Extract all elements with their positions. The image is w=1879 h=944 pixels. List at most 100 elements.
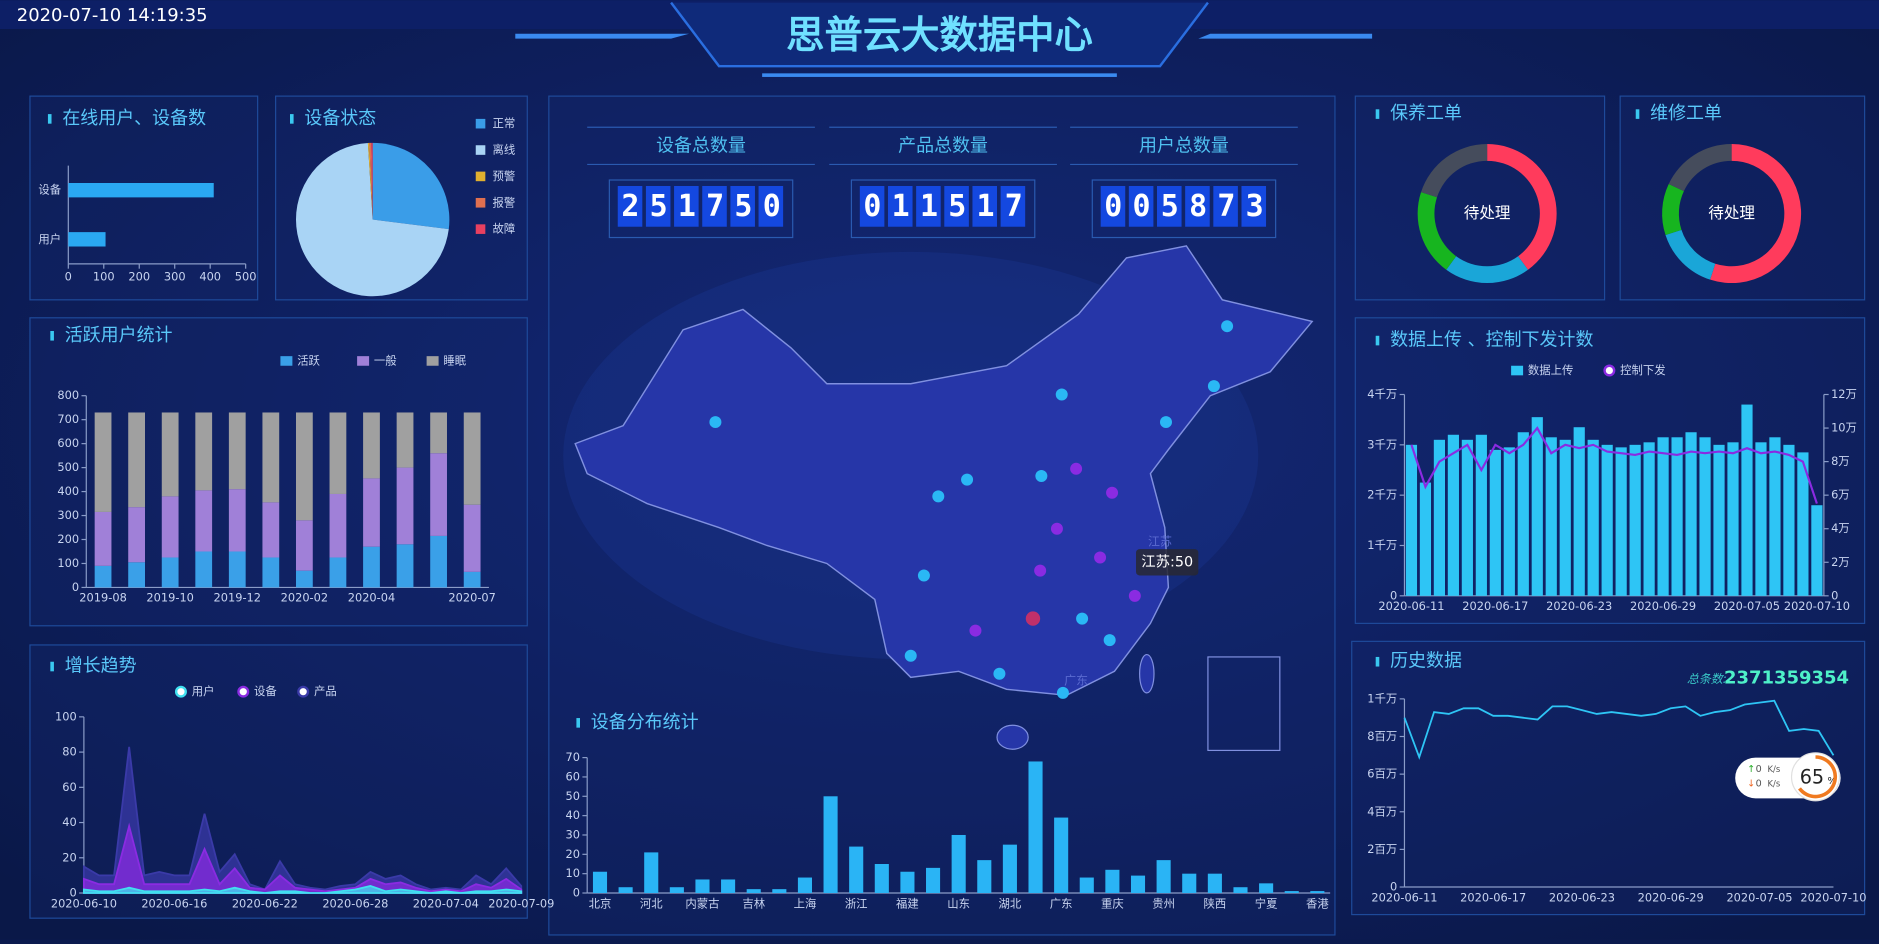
bar <box>1531 417 1543 596</box>
bar <box>1503 447 1515 596</box>
x-tick-label: 2020-07-09 <box>488 896 554 910</box>
x-tick-label: 2020-07-04 <box>413 896 479 910</box>
x-tick-label: 北京 <box>589 896 612 910</box>
bar-segment <box>128 507 145 563</box>
digit-box <box>1241 185 1267 227</box>
bar-segment <box>463 412 481 505</box>
legend-label: 数据上传 <box>1528 363 1574 377</box>
bar <box>1419 482 1432 596</box>
bar-segment <box>430 535 447 588</box>
bar-segment <box>128 412 145 508</box>
x-tick-label: 2020-07-05 <box>1726 890 1792 904</box>
net-percent-unit: % <box>1827 776 1836 787</box>
x-tick-label: 2020-06-17 <box>1460 890 1526 904</box>
bar <box>618 887 633 894</box>
bar <box>1284 891 1299 894</box>
legend-swatch <box>475 145 486 155</box>
x-tick-label: 2020-06-22 <box>232 896 298 910</box>
title-marker <box>1635 109 1640 119</box>
bar-segment <box>295 570 313 588</box>
map-label: 广东 <box>1064 673 1088 687</box>
bar <box>1156 860 1171 894</box>
legend-swatch <box>237 685 250 698</box>
title-marker <box>289 114 294 124</box>
y-tick-label: 20 <box>62 850 76 864</box>
bar <box>1559 439 1571 596</box>
x-tick-label: 2020-02 <box>281 591 329 605</box>
bar-segment <box>161 412 179 497</box>
stat-label: 设备总数量 <box>656 135 746 156</box>
bar-segment <box>363 412 380 479</box>
digit-box <box>758 185 784 227</box>
digit-box <box>702 185 727 227</box>
donut-slice <box>1487 144 1557 270</box>
bar <box>695 879 710 894</box>
bar <box>977 860 992 894</box>
digit-box <box>674 185 699 227</box>
y-tick-label: 50 <box>566 789 580 803</box>
svg-text:↓: ↓ <box>1747 778 1755 789</box>
x-tick-label: 500 <box>235 270 257 284</box>
x-tick-label: 宁夏 <box>1255 896 1278 910</box>
y-tick-label: 用户 <box>38 232 61 246</box>
legend-swatch <box>174 685 187 698</box>
bar <box>1699 437 1711 596</box>
bar <box>900 871 915 894</box>
y-tick-label: 70 <box>566 750 580 764</box>
legend-label: 活跃 <box>297 353 320 367</box>
bar <box>1685 432 1697 596</box>
y-tick-label: 60 <box>62 780 76 794</box>
area <box>82 885 523 894</box>
x-tick-label: 山东 <box>947 896 970 910</box>
bar <box>1643 442 1655 596</box>
donut-slice <box>1710 144 1802 284</box>
x-tick-label: 2020-06-23 <box>1549 890 1615 904</box>
total-label: 总条数: <box>1687 672 1727 686</box>
bar-segment <box>463 504 481 572</box>
bar <box>1545 437 1557 596</box>
digit-box <box>944 185 969 227</box>
bar-segment <box>430 412 447 454</box>
y-tick-label: 300 <box>57 508 79 522</box>
bar <box>669 887 684 894</box>
y-tick-label: 6百万 <box>1367 767 1397 781</box>
x-tick-label: 300 <box>164 270 186 284</box>
digit-box <box>887 185 913 227</box>
y-tick-label: 0 <box>1390 880 1397 894</box>
map-tooltip: 江苏:50 <box>1141 553 1193 570</box>
bar-segment <box>396 544 414 588</box>
y-tick-label: 4万 <box>1831 521 1850 535</box>
title-marker <box>576 718 580 728</box>
y-tick-label: 60 <box>566 769 580 783</box>
panel-title: 历史数据 <box>1390 651 1462 672</box>
legend-label: 故障 <box>493 222 516 236</box>
bar <box>1028 761 1043 894</box>
legend-swatch <box>475 224 486 234</box>
digit-box <box>645 185 671 227</box>
bar-segment <box>161 557 179 588</box>
bar <box>1054 817 1069 894</box>
bar <box>1433 439 1446 596</box>
legend-swatch <box>357 356 370 366</box>
y-tick-label: 100 <box>57 556 79 570</box>
x-tick-label: 浙江 <box>845 896 868 910</box>
x-tick-label: 2020-06-11 <box>1378 599 1444 613</box>
donut-slice <box>1662 183 1684 236</box>
bar <box>1797 452 1809 596</box>
legend-label: 控制下发 <box>1620 363 1666 377</box>
y-tick-label: 0 <box>69 886 76 900</box>
x-tick-label: 内蒙古 <box>685 896 719 910</box>
y-tick-label: 20 <box>566 847 580 861</box>
bar-segment <box>262 412 280 503</box>
legend-label: 睡眠 <box>443 353 466 367</box>
bar <box>1755 442 1767 596</box>
header-deco <box>0 0 1879 77</box>
bar <box>1671 437 1683 596</box>
x-tick-label: 贵州 <box>1152 896 1175 910</box>
bar-segment <box>228 551 246 588</box>
bar <box>644 852 659 894</box>
bar <box>1489 449 1501 596</box>
y-tick-label: 10 <box>566 866 580 880</box>
bar <box>1713 444 1725 596</box>
panel-title: 设备分布统计 <box>591 712 699 733</box>
